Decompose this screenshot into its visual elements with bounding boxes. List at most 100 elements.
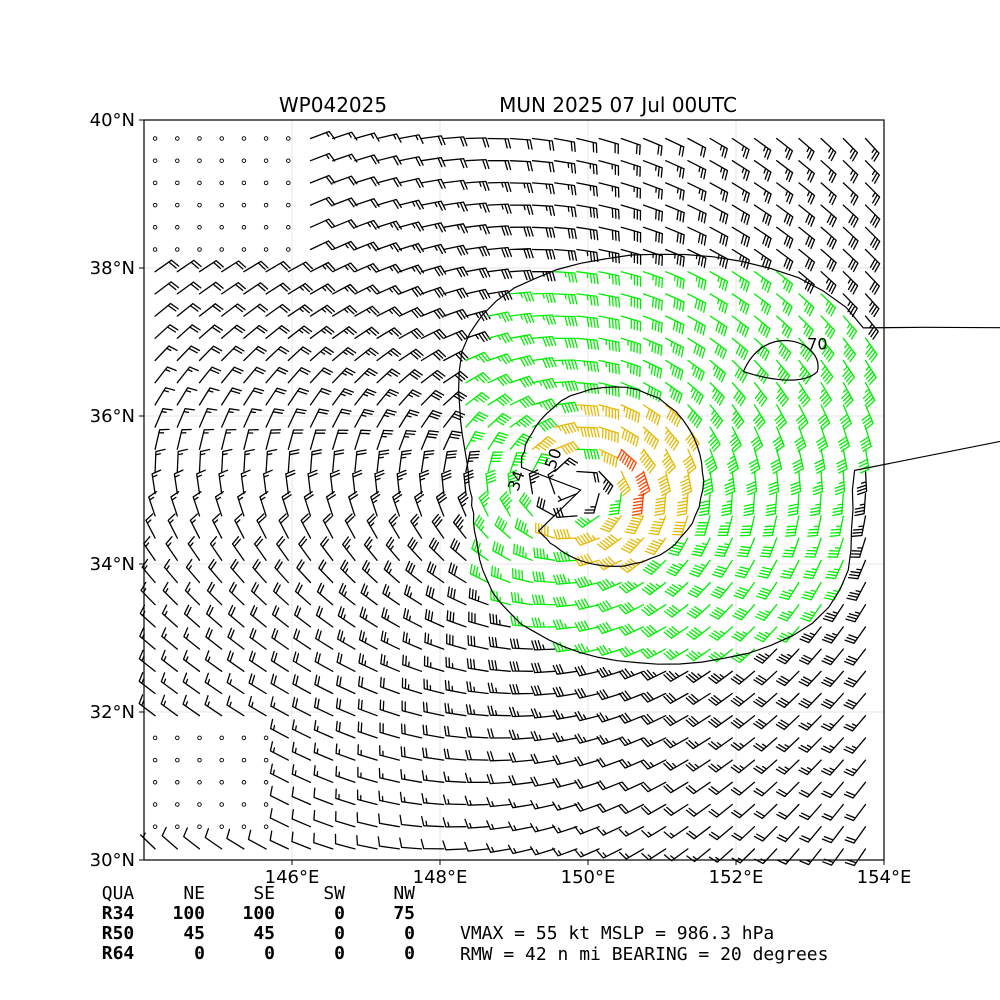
wind-barb	[753, 692, 778, 708]
wind-barb	[576, 404, 600, 416]
wind-barb	[407, 537, 423, 561]
wind-barb	[641, 581, 667, 596]
wind-barb	[596, 780, 622, 791]
wind-barb	[596, 556, 622, 571]
wind-barb	[663, 604, 689, 618]
wind-barb	[576, 137, 598, 154]
wind-barb	[176, 408, 196, 428]
wind-barb	[161, 604, 178, 628]
wind-barb	[176, 259, 202, 273]
wind-barb	[221, 303, 246, 317]
wind-barb	[420, 243, 447, 255]
wind-barb	[354, 219, 380, 230]
wind-barb	[554, 226, 577, 240]
wind-barb	[507, 844, 534, 855]
wind-barb	[620, 248, 642, 265]
wind-barb	[553, 528, 578, 540]
wind-barb	[322, 513, 334, 539]
wind-barb	[431, 513, 445, 539]
wind-barb	[356, 834, 378, 850]
wind-barb	[687, 382, 704, 405]
wind-barb	[379, 699, 400, 717]
wind-barb	[708, 737, 733, 751]
wind-barb	[712, 559, 733, 578]
table-header: SW	[323, 883, 345, 904]
wind-barb	[554, 248, 578, 261]
wind-barb	[398, 449, 412, 473]
wind-barb	[287, 449, 300, 473]
calm-marker	[263, 158, 269, 163]
wind-barb	[173, 469, 184, 495]
wind-barb	[687, 182, 707, 202]
wind-barb	[221, 448, 233, 473]
wind-barb	[465, 351, 491, 363]
wind-barb	[708, 692, 733, 706]
wind-barb	[748, 448, 761, 475]
wind-barb	[354, 367, 378, 384]
wind-barb	[509, 451, 527, 473]
wind-barb	[313, 742, 334, 761]
wind-barb	[291, 719, 312, 739]
wind-barb	[309, 283, 336, 295]
wind-barb	[221, 428, 237, 450]
wind-barb	[843, 781, 867, 799]
wind-barb	[176, 281, 202, 295]
wind-barb	[530, 685, 556, 696]
calm-marker	[175, 202, 180, 208]
wind-barb	[753, 293, 772, 316]
wind-barb	[361, 559, 378, 584]
wind-barb	[708, 626, 733, 641]
wind-barb	[243, 303, 269, 317]
wind-barb	[730, 737, 756, 751]
wind-barb	[332, 305, 358, 317]
wind-barb	[798, 737, 822, 753]
wind-barb	[221, 281, 246, 295]
wind-barb	[640, 713, 667, 725]
wind-barb	[309, 196, 336, 207]
wind-barb	[731, 803, 756, 819]
wind-barb	[403, 608, 423, 628]
stats-rmw-bearing: RMW = 42 n mi BEARING = 20 degrees	[460, 944, 828, 965]
wind-barb	[435, 491, 447, 517]
wind-barb	[618, 848, 645, 860]
wind-barb	[473, 514, 489, 539]
table-row-label: R64	[102, 943, 135, 964]
wind-barb	[252, 559, 267, 584]
wind-barb	[531, 271, 556, 282]
wind-barb	[801, 581, 822, 601]
wind-barb	[731, 293, 750, 315]
wind-barb	[465, 158, 490, 170]
wind-barb	[443, 179, 468, 191]
calm-marker	[152, 757, 158, 763]
wind-barb	[509, 160, 533, 172]
wind-barb	[552, 777, 578, 788]
wind-barb	[663, 759, 689, 771]
wind-barb	[842, 160, 859, 184]
calm-marker	[263, 247, 269, 252]
wind-barb	[598, 448, 618, 468]
wind-barb	[287, 261, 314, 273]
wind-barb	[642, 315, 663, 334]
wind-barb	[691, 537, 711, 557]
wind-barb	[265, 387, 287, 406]
wind-barb	[143, 536, 156, 561]
wind-barb	[428, 537, 445, 561]
wind-barb	[138, 672, 156, 695]
wind-barb	[654, 493, 667, 517]
wind-barb	[531, 335, 557, 347]
wind-barb	[205, 604, 223, 628]
wind-barb	[486, 773, 511, 785]
wind-barb	[534, 522, 556, 539]
wind-barb	[596, 848, 622, 859]
wind-barb	[160, 694, 178, 717]
calm-marker	[263, 202, 269, 208]
wind-barb	[293, 628, 312, 650]
wind-barb	[798, 803, 822, 821]
wind-barb	[291, 831, 312, 850]
wind-barb	[596, 757, 622, 768]
wind-barb	[671, 515, 689, 536]
wind-barb	[420, 430, 440, 450]
wind-barb	[448, 562, 467, 584]
wind-barb	[250, 582, 267, 606]
wind-barb	[596, 600, 622, 613]
